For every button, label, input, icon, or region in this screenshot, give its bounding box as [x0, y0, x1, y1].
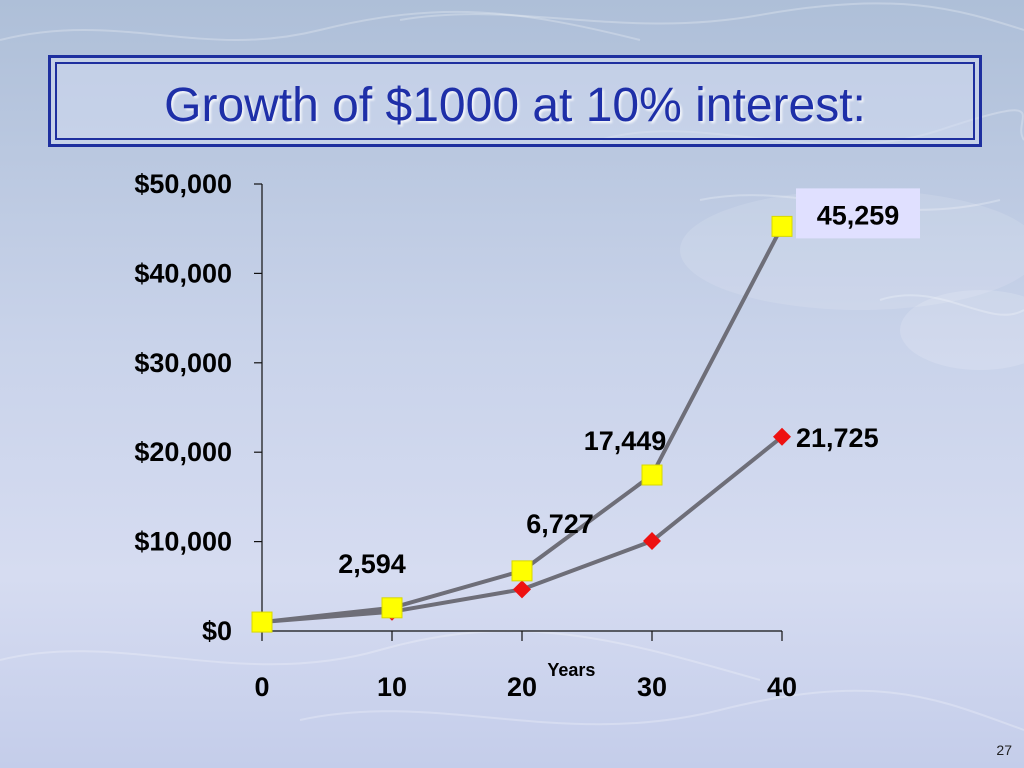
y-tick-label: $20,000 — [134, 437, 232, 467]
square-marker — [251, 611, 273, 633]
page-number: 27 — [996, 742, 1012, 758]
y-tick-label: $40,000 — [134, 258, 232, 288]
data-label: 17,449 — [584, 426, 667, 456]
y-tick-label: $0 — [202, 616, 232, 646]
x-tick-label: 20 — [507, 672, 537, 702]
square-marker — [381, 597, 403, 619]
diamond-marker — [513, 580, 531, 599]
data-label: 45,259 — [817, 200, 900, 230]
x-tick-label: 40 — [767, 672, 797, 702]
square-marker — [511, 560, 533, 582]
y-tick-label: $30,000 — [134, 348, 232, 378]
data-label: 2,594 — [338, 549, 406, 579]
data-label: 6,727 — [526, 509, 594, 539]
data-label: 21,725 — [796, 423, 879, 453]
y-tick-label: $50,000 — [134, 169, 232, 199]
diamond-marker — [773, 427, 791, 446]
title-frame: Growth of $1000 at 10% interest: — [48, 55, 982, 147]
x-tick-label: 30 — [637, 672, 667, 702]
x-tick-label: 10 — [377, 672, 407, 702]
diamond-marker — [643, 532, 661, 551]
square-marker — [771, 215, 793, 237]
square-marker — [641, 464, 663, 486]
x-axis-title: Years — [547, 660, 595, 680]
x-tick-label: 0 — [254, 672, 269, 702]
y-tick-label: $10,000 — [134, 527, 232, 557]
data-label-highlight — [796, 188, 920, 239]
